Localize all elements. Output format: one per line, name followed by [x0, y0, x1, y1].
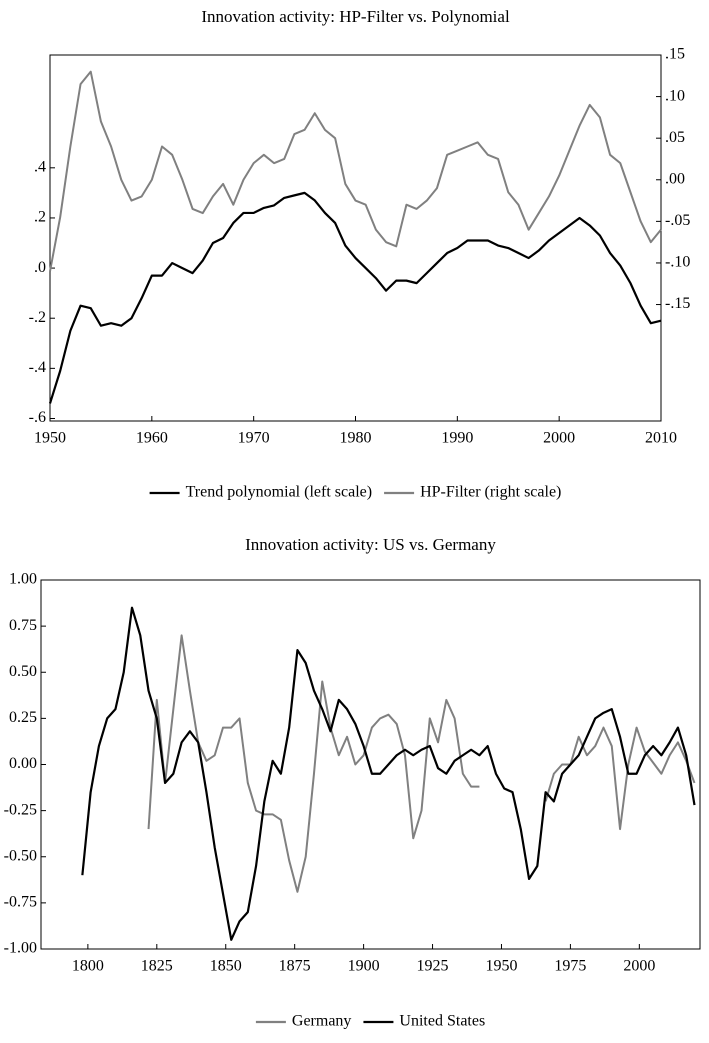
- x-tick-label: 1950: [34, 430, 66, 447]
- y2-tick-label: -.15: [665, 295, 690, 312]
- x-tick-label: 1900: [348, 958, 380, 975]
- x-tick-label: 1975: [554, 958, 586, 975]
- legend-label: United States: [399, 1013, 485, 1030]
- plot-frame: [49, 54, 662, 422]
- series-line: [147, 634, 696, 893]
- chart-title: Innovation activity: US vs. Germany: [245, 535, 496, 554]
- x-tick-label: 1875: [279, 958, 311, 975]
- x-tick-label: 1990: [441, 430, 473, 447]
- y2-tick-label: -.10: [665, 254, 690, 271]
- x-tick-label: 1980: [340, 430, 372, 447]
- series-line: [81, 606, 696, 941]
- legend: Germany United States: [255, 1013, 485, 1030]
- chart-title: Innovation activity: HP-Filter vs. Polyn…: [201, 7, 510, 26]
- x-tick-label: 1825: [141, 958, 173, 975]
- y-tick-label: 0.75: [9, 617, 37, 634]
- y-tick-label: -0.25: [4, 801, 37, 818]
- x-tick-label: 2010: [645, 430, 677, 447]
- y-tick-label: -0.75: [4, 894, 37, 911]
- x-tick-label: 2000: [543, 430, 575, 447]
- x-tick-label: 1970: [238, 430, 270, 447]
- y-tick-label: -0.50: [4, 847, 37, 864]
- y2-tick-label: .15: [665, 46, 685, 63]
- y-tick-label: -.4: [29, 359, 46, 376]
- legend-label: Germany: [292, 1013, 352, 1030]
- y-tick-label: 1.00: [9, 571, 37, 588]
- y2-tick-label: .00: [665, 170, 685, 187]
- series-line: [49, 70, 662, 272]
- x-tick-label: 1800: [72, 958, 104, 975]
- legend-label: Trend polynomial (left scale): [186, 484, 372, 501]
- x-tick-label: 1960: [136, 430, 168, 447]
- y-tick-label: .4: [34, 158, 46, 175]
- y2-tick-label: .10: [665, 87, 685, 104]
- y-tick-label: 0.00: [9, 755, 37, 772]
- series-line: [48, 191, 662, 404]
- x-tick-label: 1850: [210, 958, 242, 975]
- y-tick-label: .2: [34, 209, 46, 226]
- y-tick-label: -1.00: [4, 940, 37, 957]
- y-tick-label: -.6: [29, 409, 46, 426]
- y-tick-label: 0.25: [9, 709, 37, 726]
- x-tick-label: 1950: [485, 958, 517, 975]
- legend: Trend polynomial (left scale) HP-Filter (…: [149, 484, 561, 501]
- y-tick-label: .0: [34, 259, 46, 276]
- y-tick-label: 0.50: [9, 663, 37, 680]
- y-tick-label: -.2: [29, 309, 46, 326]
- x-tick-label: 1925: [417, 958, 449, 975]
- legend-label: HP-Filter (right scale): [420, 484, 561, 501]
- y2-tick-label: -.05: [665, 212, 690, 229]
- y2-tick-label: .05: [665, 129, 685, 146]
- x-tick-label: 2000: [623, 958, 655, 975]
